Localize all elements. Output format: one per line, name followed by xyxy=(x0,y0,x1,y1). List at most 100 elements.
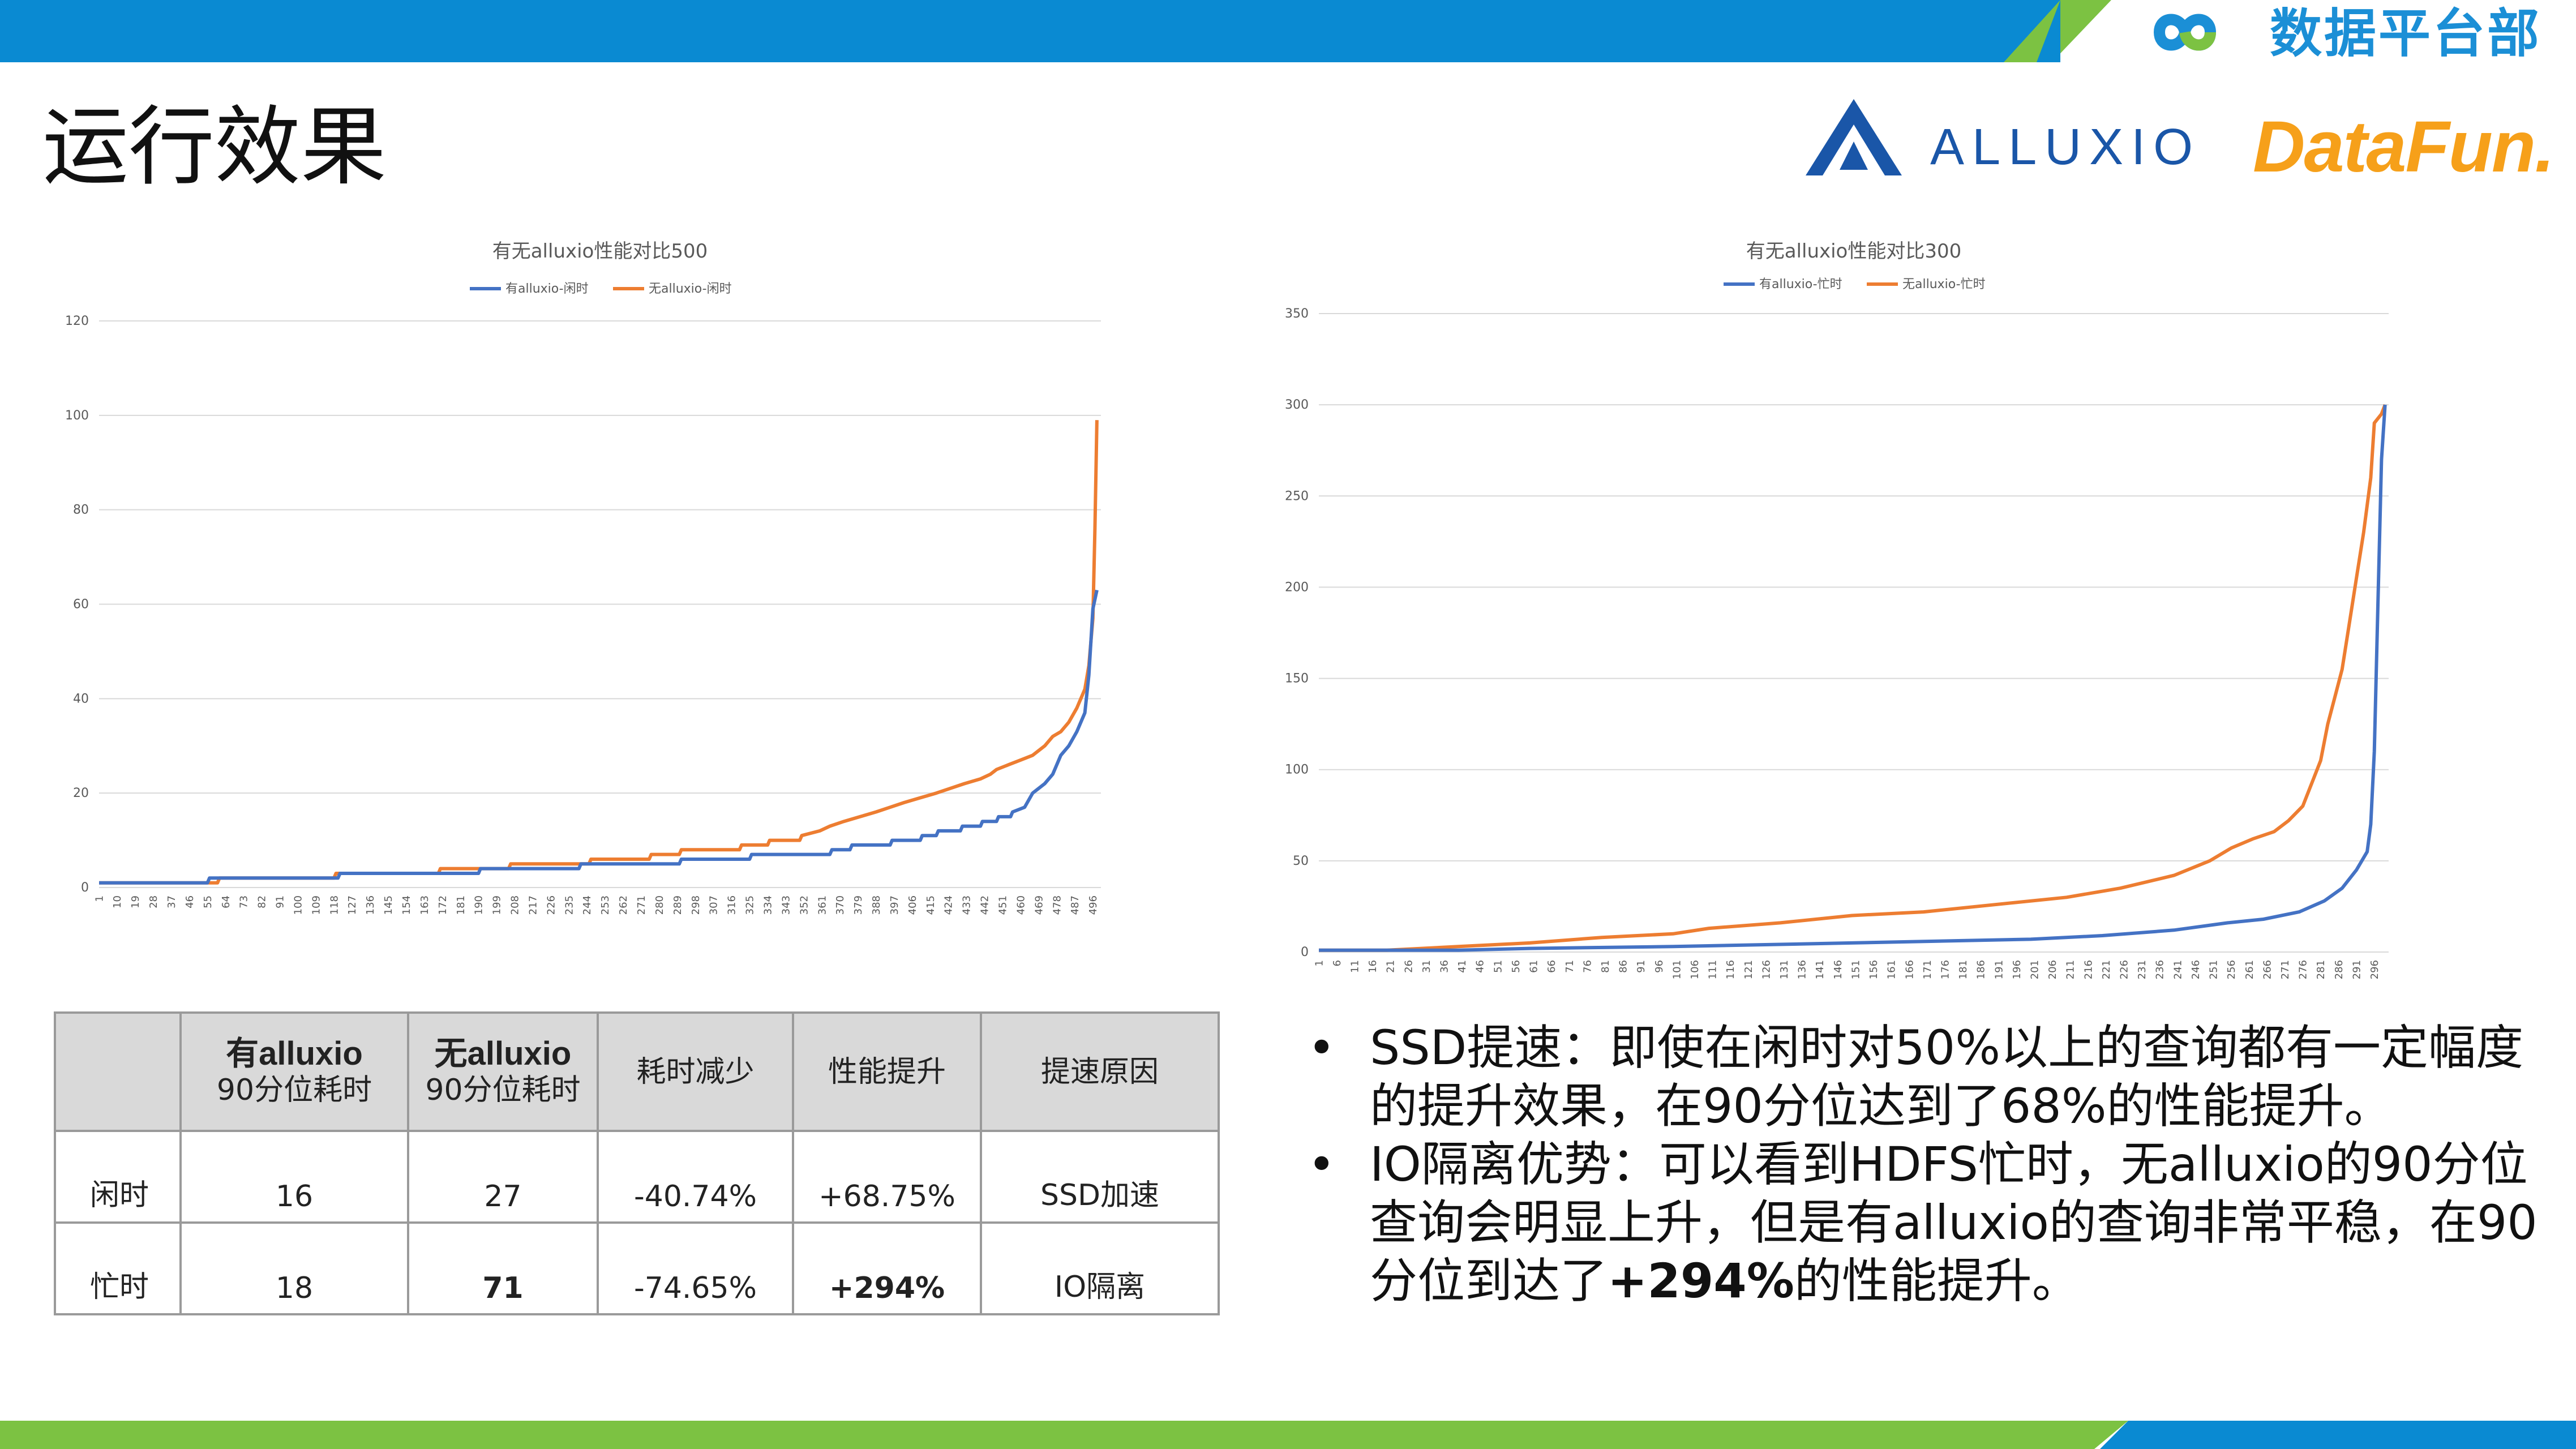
x-tick-label: 161 xyxy=(1886,960,1898,979)
x-tick-label: 1 xyxy=(1313,960,1325,966)
y-tick-label: 100 xyxy=(65,409,89,423)
x-tick-label: 196 xyxy=(2011,960,2023,979)
x-tick-label: 199 xyxy=(491,895,503,915)
table-header-cell: 耗时减少 xyxy=(597,1011,794,1132)
x-tick-label: 397 xyxy=(889,895,901,915)
legend-label: 有alluxio-忙时 xyxy=(1759,277,1842,291)
x-tick-label: 176 xyxy=(1939,960,1951,979)
x-tick-label: 343 xyxy=(780,895,792,915)
x-tick-label: 226 xyxy=(2119,960,2131,979)
table-header-cell: 提速原因 xyxy=(980,1011,1220,1132)
x-tick-label: 496 xyxy=(1087,895,1099,915)
x-tick-label: 201 xyxy=(2029,960,2041,979)
x-tick-label: 221 xyxy=(2101,960,2112,979)
x-tick-label: 100 xyxy=(292,895,304,915)
x-tick-label: 226 xyxy=(545,895,557,915)
bullet-marker: • xyxy=(1308,1020,1336,1075)
x-tick-label: 217 xyxy=(527,895,539,915)
x-tick-label: 46 xyxy=(184,895,196,908)
cell-improvement: +68.75% xyxy=(792,1130,982,1224)
bullet-text: IO隔离优势：可以看到HDFS忙时，无alluxio的90分位查询会明显上升，但… xyxy=(1370,1137,2538,1309)
y-tick-label: 300 xyxy=(1285,398,1309,412)
x-tick-label: 36 xyxy=(1439,960,1451,973)
x-tick-label: 1 xyxy=(93,895,105,902)
x-tick-label: 109 xyxy=(310,895,322,915)
x-tick-label: 271 xyxy=(2279,960,2291,979)
datafun-logo: DataFun. xyxy=(2253,106,2555,187)
x-tick-label: 71 xyxy=(1564,960,1576,973)
x-tick-label: 298 xyxy=(690,895,702,915)
x-tick-label: 16 xyxy=(1367,960,1379,973)
x-tick-label: 296 xyxy=(2369,960,2381,979)
x-tick-label: 56 xyxy=(1510,960,1522,973)
x-tick-label: 281 xyxy=(2315,960,2327,979)
page-title: 运行效果 xyxy=(42,97,387,197)
x-tick-label: 106 xyxy=(1689,960,1701,979)
x-tick-label: 86 xyxy=(1618,960,1630,973)
x-tick-label: 208 xyxy=(509,895,521,915)
x-tick-label: 51 xyxy=(1492,960,1504,973)
bullet-item: • SSD提速：即使在闲时对50%以上的查询都有一定幅度的提升效果，在90分位达到… xyxy=(1302,1019,2558,1135)
x-tick-label: 352 xyxy=(798,895,810,915)
x-tick-label: 460 xyxy=(1015,895,1027,915)
table-header-line: 90分位耗时 xyxy=(425,1073,581,1107)
cell-reduction: -74.65% xyxy=(597,1221,794,1315)
table-header-cell: 性能提升 xyxy=(792,1011,982,1132)
x-tick-label: 370 xyxy=(834,895,846,915)
x-tick-label: 156 xyxy=(1868,960,1880,979)
x-tick-label: 76 xyxy=(1581,960,1593,973)
x-tick-label: 141 xyxy=(1814,960,1826,979)
table-header-line: 无alluxio xyxy=(434,1035,572,1072)
x-tick-label: 91 xyxy=(275,895,286,908)
chart-busy-300: 有无alluxio性能对比300 有alluxio-忙时 无alluxio-忙时 0 5… xyxy=(1285,240,2389,979)
x-tick-label: 46 xyxy=(1475,960,1486,973)
y-tick-label: 200 xyxy=(1285,580,1309,594)
y-tick-label: 150 xyxy=(1285,672,1309,686)
x-tick-label: 424 xyxy=(943,895,955,915)
x-tick-label: 10 xyxy=(112,895,123,908)
y-tick-label: 20 xyxy=(73,786,89,800)
x-tick-label: 26 xyxy=(1403,960,1415,973)
x-tick-label: 253 xyxy=(599,895,611,915)
x-tick-label: 388 xyxy=(871,895,882,915)
x-tick-label: 216 xyxy=(2082,960,2094,979)
x-tick-label: 307 xyxy=(708,895,720,915)
x-tick-label: 151 xyxy=(1850,960,1862,979)
table-row: 忙时 18 71 -74.65% +294% IO隔离 xyxy=(54,1221,1220,1315)
x-tick-label: 118 xyxy=(328,895,340,915)
x-tick-label: 235 xyxy=(563,895,575,915)
x-tick-label: 406 xyxy=(907,895,919,915)
x-tick-label: 41 xyxy=(1456,960,1468,973)
x-tick-label: 190 xyxy=(473,895,485,915)
y-tick-label: 100 xyxy=(1285,763,1309,777)
table-header-cell xyxy=(54,1011,182,1132)
table-header-row: 有alluxio 90分位耗时 无alluxio 90分位耗时 耗时减少 性能提升 … xyxy=(54,1011,1220,1132)
x-tick-label: 136 xyxy=(365,895,376,915)
x-tick-label: 127 xyxy=(346,895,358,915)
x-tick-label: 433 xyxy=(961,895,973,915)
x-tick-label: 334 xyxy=(762,895,774,915)
table-header-line: 有alluxio xyxy=(226,1035,363,1072)
x-tick-label: 91 xyxy=(1635,960,1647,973)
x-tick-label: 442 xyxy=(979,895,991,915)
y-tick-label: 0 xyxy=(1301,945,1309,959)
table-row: 闲时 16 27 -40.74% +68.75% SSD加速 xyxy=(54,1130,1220,1224)
x-tick-label: 136 xyxy=(1797,960,1808,979)
y-tick-label: 350 xyxy=(1285,307,1309,321)
cell-reason: SSD加速 xyxy=(980,1130,1220,1224)
x-tick-label: 145 xyxy=(383,895,395,915)
x-tick-label: 181 xyxy=(455,895,467,915)
table-header-cell: 有alluxio 90分位耗时 xyxy=(179,1011,409,1132)
bullet-text: SSD提速：即使在闲时对50%以上的查询都有一定幅度的提升效果，在90分位达到了… xyxy=(1370,1020,2524,1134)
cell-without-alluxio: 71 xyxy=(407,1221,599,1315)
x-tick-label: 96 xyxy=(1653,960,1665,973)
row-label: 闲时 xyxy=(54,1130,182,1224)
legend-label: 有alluxio-闲时 xyxy=(505,282,589,296)
x-tick-label: 415 xyxy=(925,895,937,915)
x-tick-label: 166 xyxy=(1904,960,1915,979)
x-tick-label: 241 xyxy=(2172,960,2184,979)
x-tick-label: 154 xyxy=(401,895,413,915)
x-tick-label: 101 xyxy=(1671,960,1683,979)
legend-label: 无alluxio-闲时 xyxy=(649,282,732,296)
bullet-highlight: +294% xyxy=(1608,1253,1794,1309)
